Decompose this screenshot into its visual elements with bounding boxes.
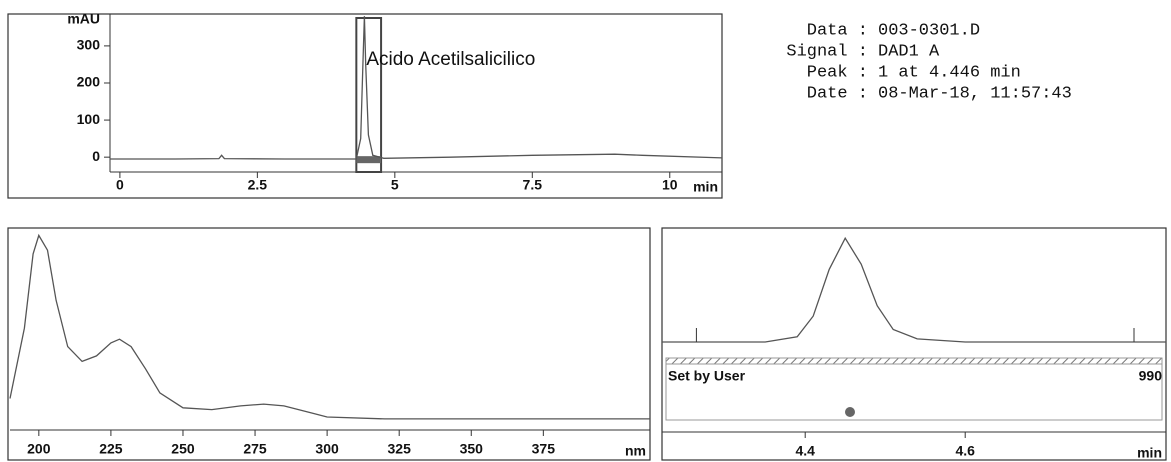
x-tick-label: 300 — [315, 441, 339, 457]
x-tick-label: 275 — [243, 441, 267, 457]
spectrum-frame — [7, 227, 651, 461]
info-label: Signal : — [786, 42, 868, 61]
x-tick-label: 225 — [99, 441, 123, 457]
y-tick-label: 300 — [77, 37, 101, 53]
x-tick-label: 5 — [391, 177, 399, 193]
x-axis-label: min — [1137, 445, 1162, 461]
x-tick-label: 0 — [116, 177, 124, 193]
x-tick-label: 200 — [27, 441, 51, 457]
x-tick-label: 250 — [171, 441, 195, 457]
peak-window — [355, 17, 383, 173]
y-tick-label: 0 — [92, 148, 100, 164]
y-tick-label: 100 — [77, 111, 101, 127]
info-value: 003-0301.D — [878, 21, 980, 40]
x-tick-label: 375 — [532, 441, 556, 457]
info-value: 1 at 4.446 min — [878, 63, 1021, 82]
x-tick-label: 10 — [662, 177, 678, 193]
x-tick-label: 7.5 — [523, 177, 543, 193]
band-label: Set by User — [668, 368, 746, 384]
x-tick-label: 4.6 — [955, 443, 975, 459]
x-tick-label: 4.4 — [795, 443, 815, 459]
y-axis-label: mAU — [67, 11, 100, 27]
info-label: Date : — [807, 84, 868, 103]
trace — [662, 236, 1166, 343]
info-label: Peak : — [807, 63, 868, 82]
trace — [110, 16, 723, 160]
threshold-label: 990 — [1139, 368, 1163, 384]
x-axis-label: nm — [625, 443, 646, 459]
y-tick-label: 200 — [77, 74, 101, 90]
chromatogram-frame — [7, 13, 723, 199]
x-axis-label: min — [693, 179, 718, 195]
x-tick-label: 2.5 — [248, 177, 268, 193]
info-label: Data : — [807, 21, 868, 40]
purity-band-hatch — [665, 357, 1163, 365]
x-tick-label: 325 — [388, 441, 412, 457]
peak-annotation: Acido Acetilsalicilico — [366, 49, 535, 70]
purity-frame — [661, 227, 1167, 461]
trace — [9, 233, 650, 420]
purity-point — [845, 407, 855, 417]
peak-window-base — [356, 156, 382, 164]
info-value: DAD1 A — [878, 42, 940, 61]
x-tick-label: 350 — [460, 441, 484, 457]
info-value: 08-Mar-18, 11:57:43 — [878, 84, 1072, 103]
